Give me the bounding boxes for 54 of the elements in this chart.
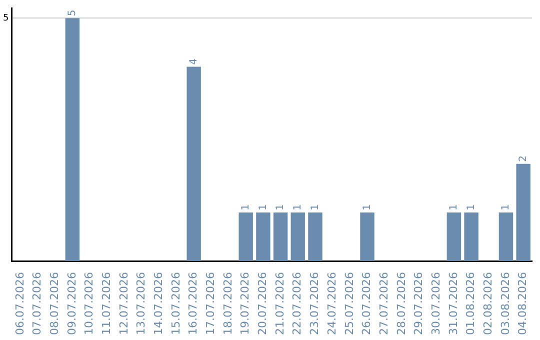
bar: [360, 212, 374, 262]
bar: [516, 164, 530, 262]
bar: [65, 18, 80, 262]
bar: [446, 212, 462, 262]
x-tick-label: 17.07.2026: [204, 272, 218, 336]
bar: [186, 66, 201, 262]
bar: [238, 212, 253, 262]
x-tick-label: 20.07.2026: [256, 272, 270, 336]
x-tick-label: 03.08.2026: [498, 272, 512, 336]
x-tick-label: 07.07.2026: [30, 272, 44, 336]
x-tick-label: 08.07.2026: [48, 272, 61, 336]
x-tick-label: 02.08.2026: [482, 272, 495, 336]
x-tick-label: 01.08.2026: [464, 272, 478, 336]
bar: [273, 212, 288, 262]
x-tick-label: 06.07.2026: [13, 272, 26, 336]
data-label: 1: [448, 204, 460, 210]
x-tick-label: 09.07.2026: [65, 272, 78, 336]
x-tick-label: 19.07.2026: [238, 272, 252, 336]
data-label: 4: [188, 58, 200, 65]
x-tick-label: 30.07.2026: [429, 272, 442, 336]
x-tick-label: 12.07.2026: [117, 272, 130, 336]
data-label: 1: [362, 204, 373, 210]
data-label: 1: [500, 204, 512, 210]
x-tick-label: 25.07.2026: [342, 272, 356, 336]
data-label: 1: [466, 204, 477, 210]
bar: [256, 212, 270, 262]
data-label: 1: [292, 204, 304, 210]
data-label: 1: [240, 204, 252, 210]
x-tick-label: 11.07.2026: [100, 272, 113, 336]
x-tick-label: 26.07.2026: [360, 272, 374, 336]
bar: [464, 212, 478, 262]
x-tick-label: 27.07.2026: [377, 272, 390, 336]
x-tick-label: 04.08.2026: [516, 272, 530, 336]
x-tick-label: 23.07.2026: [308, 272, 322, 336]
x-tick-label: 13.07.2026: [134, 272, 148, 336]
x-tick-label: 18.07.2026: [221, 272, 234, 336]
bar: [308, 212, 322, 262]
data-label: 1: [310, 204, 321, 210]
bar: [498, 212, 514, 262]
bar: [290, 212, 305, 262]
x-tick-label: 16.07.2026: [186, 272, 200, 336]
x-tick-label: 10.07.2026: [82, 272, 96, 336]
x-tick-label: 14.07.2026: [152, 272, 165, 336]
x-tick-label: 15.07.2026: [169, 272, 182, 336]
x-tick-label: 24.07.2026: [325, 272, 338, 336]
x-tick-label: 28.07.2026: [394, 272, 408, 336]
x-tick-label: 22.07.2026: [290, 272, 304, 336]
x-tick-label: 31.07.2026: [446, 272, 460, 336]
x-tick-label: 29.07.2026: [412, 272, 426, 336]
data-label: 2: [518, 155, 529, 162]
x-tick-label: 21.07.2026: [273, 272, 286, 336]
data-label: 5: [67, 10, 78, 16]
data-label: 1: [258, 204, 269, 210]
data-label: 1: [275, 204, 286, 210]
